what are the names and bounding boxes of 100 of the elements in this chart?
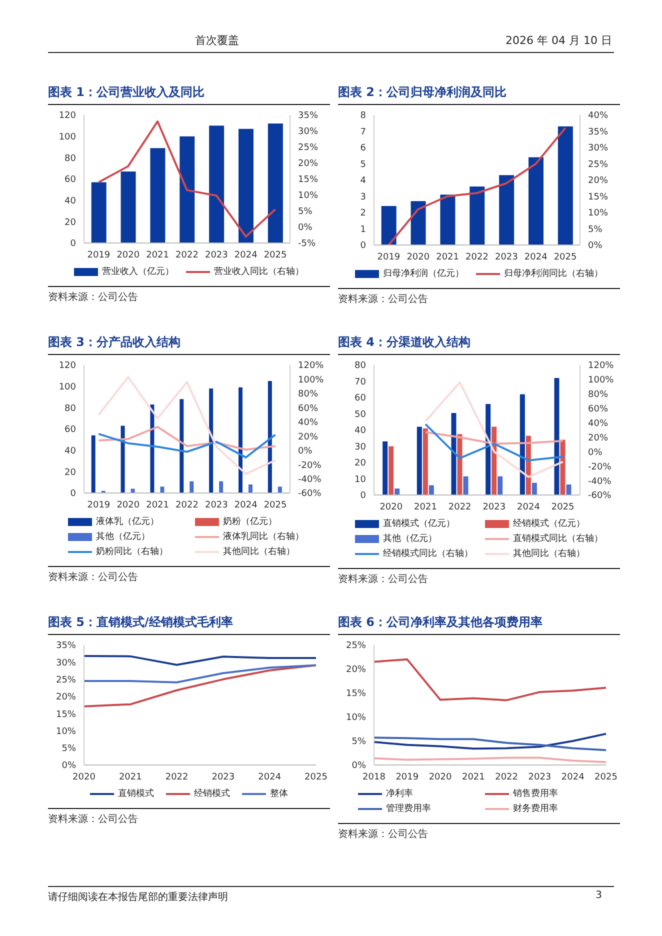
- y2-tick-label: 60%: [298, 404, 318, 414]
- legend-label: 整体: [270, 788, 288, 800]
- legend-label: 直销模式（亿元）: [383, 518, 455, 530]
- chart-title: 图表 3：分产品收入结构: [48, 334, 330, 355]
- y2-tick-label: -40%: [298, 474, 322, 485]
- legend-label: 奶粉同比（右轴）: [96, 546, 168, 558]
- y2-tick-label: -40%: [588, 476, 612, 487]
- legend-label: 直销模式同比（右轴）: [513, 532, 603, 545]
- y-tick-label: 20%: [56, 692, 76, 703]
- y-tick-label: 4: [360, 176, 366, 186]
- text: 资料来源：公司公告: [48, 566, 330, 584]
- chart-title: 图表 2：公司归母净利润及同比: [338, 84, 620, 105]
- y-tick-label: 40: [64, 196, 76, 207]
- y2-tick-label: 80%: [298, 390, 318, 400]
- legend-label: 经销模式（亿元）: [513, 518, 585, 530]
- legend-label: 管理费用率: [386, 802, 431, 815]
- bar: [248, 484, 252, 493]
- y2-tick-label: 5%: [298, 207, 313, 218]
- y2-tick-label: 35%: [298, 111, 318, 122]
- line-series: [98, 120, 276, 238]
- y-tick-label: 35%: [56, 641, 76, 652]
- y-tick-label: 5: [360, 160, 366, 170]
- legend-label: 经销模式: [194, 788, 230, 800]
- x-tick-label: 2019: [396, 772, 419, 782]
- x-tick-label: 2023: [494, 252, 518, 262]
- bar: [382, 441, 388, 495]
- y-tick-label: 20: [354, 458, 366, 469]
- y2-tick-label: 25%: [298, 143, 318, 154]
- y2-tick-label: 10%: [588, 208, 608, 219]
- y-tick-label: 0%: [62, 761, 76, 772]
- y-tick-label: 80: [64, 154, 76, 164]
- line-series: [388, 127, 566, 245]
- y-tick-label: 30: [354, 442, 366, 452]
- y2-tick-label: 120%: [588, 361, 614, 372]
- x-tick-label: 2023: [212, 772, 235, 782]
- x-tick-label: 2018: [362, 772, 386, 782]
- legend-label: 归母净利润（亿元）: [383, 268, 464, 280]
- text: 资料来源：公司公告: [338, 568, 620, 586]
- bar: [520, 394, 525, 495]
- x-tick-label: 2019: [377, 252, 400, 262]
- y2-tick-label: 20%: [588, 433, 608, 444]
- y2-tick-label: 15%: [298, 175, 318, 186]
- y-tick-label: 30%: [56, 658, 76, 668]
- y-tick-label: 25%: [56, 675, 76, 686]
- legend-label: 其他（亿元）: [383, 532, 437, 545]
- y-tick-label: 20: [64, 218, 76, 228]
- legend-label: 营业收入同比（右轴）: [214, 266, 304, 278]
- y2-tick-label: 20%: [588, 176, 608, 186]
- y2-tick-label: 25%: [588, 160, 608, 170]
- bar: [422, 428, 428, 495]
- x-tick-label: 2021: [414, 502, 437, 512]
- y2-tick-label: 100%: [588, 376, 614, 386]
- y-tick-label: 100: [58, 382, 76, 393]
- y2-tick-label: 0%: [298, 223, 313, 234]
- line-series: [373, 658, 607, 702]
- bar: [492, 426, 497, 495]
- y-tick-label: 5%: [352, 737, 366, 748]
- bar: [457, 434, 462, 495]
- y-tick-label: 120: [58, 361, 76, 372]
- legend-label: 其他同比（右轴）: [223, 546, 295, 558]
- legend-label: 奶粉（亿元）: [223, 516, 277, 528]
- y-tick-label: 80: [64, 404, 76, 414]
- x-tick-label: 2021: [146, 500, 170, 510]
- y2-tick-label: -20%: [298, 460, 322, 471]
- chart-title: 图表 4：分渠道收入结构: [338, 334, 620, 355]
- y2-tick-label: -60%: [298, 489, 322, 500]
- y2-tick-label: 35%: [588, 127, 608, 138]
- text: 资料来源：公司公告: [48, 808, 330, 826]
- line-series: [98, 376, 276, 475]
- y-tick-label: 60: [64, 175, 76, 186]
- bar: [268, 381, 272, 493]
- chart-title: 图表 1：公司营业收入及同比: [48, 84, 330, 105]
- bar: [381, 206, 396, 245]
- bar: [532, 482, 537, 495]
- line-series: [83, 664, 317, 684]
- bar: [554, 378, 560, 495]
- bar: [209, 126, 224, 243]
- y2-tick-label: 30%: [298, 127, 318, 138]
- y-tick-label: 0: [70, 239, 76, 250]
- legend-label: 液体乳同比（右轴）: [223, 530, 304, 543]
- y2-tick-label: -60%: [588, 491, 612, 502]
- x-tick-label: 2020: [116, 250, 140, 260]
- line-series: [424, 431, 564, 445]
- text: 资料来源：公司公告: [338, 288, 620, 306]
- bar: [238, 387, 242, 493]
- bar: [120, 426, 125, 493]
- x-tick-label: 2021: [436, 252, 460, 262]
- y-tick-label: 80: [354, 361, 366, 372]
- bar: [160, 486, 164, 493]
- line-series: [424, 381, 564, 478]
- bar: [560, 440, 566, 495]
- legend-label: 归母净利润同比（右轴）: [504, 268, 603, 280]
- bar: [428, 485, 434, 495]
- y-tick-label: 7: [360, 127, 366, 138]
- y2-tick-label: 0%: [588, 241, 603, 252]
- text: 资料来源：公司公告: [48, 286, 330, 304]
- y-tick-label: 0: [70, 489, 76, 500]
- x-tick-label: 2020: [116, 500, 140, 510]
- legend-label: 直销模式: [118, 788, 154, 800]
- bar: [219, 481, 224, 493]
